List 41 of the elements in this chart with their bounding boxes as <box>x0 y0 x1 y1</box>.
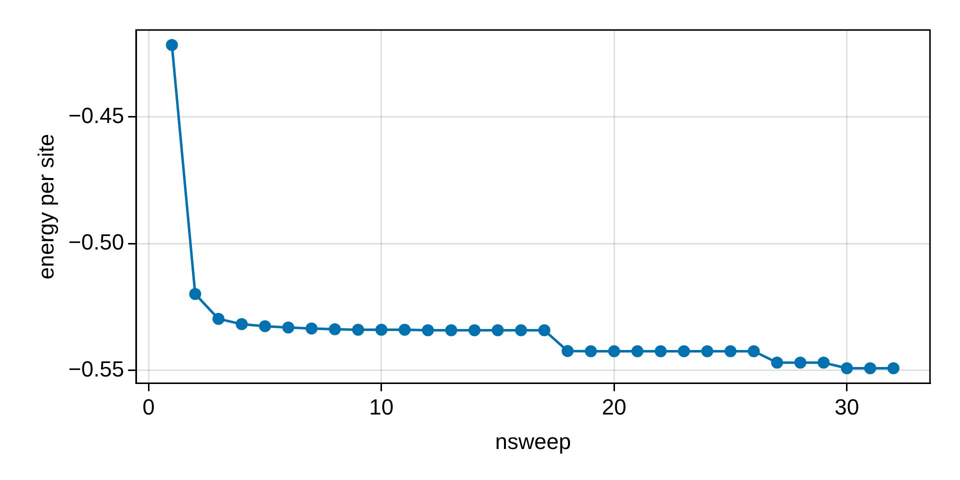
x-tick-label: 30 <box>834 394 860 420</box>
point <box>282 321 294 334</box>
x-tick-label: 10 <box>369 394 394 420</box>
point <box>678 345 690 358</box>
point <box>771 356 784 369</box>
point <box>306 322 318 334</box>
point <box>468 324 480 336</box>
point <box>748 345 760 358</box>
point <box>887 362 900 374</box>
y-tick-label: −0.45 <box>68 102 124 128</box>
point <box>259 320 272 332</box>
point <box>724 345 737 358</box>
y-tick-label: −0.50 <box>68 230 124 255</box>
point <box>584 345 597 358</box>
point <box>398 324 411 336</box>
y-tick-label: −0.55 <box>68 356 124 382</box>
x-tick-label: 20 <box>602 394 626 420</box>
point <box>818 356 830 369</box>
point <box>445 324 458 336</box>
point <box>236 318 248 330</box>
point <box>212 312 224 325</box>
point <box>422 324 434 336</box>
x-tick-label: 0 <box>142 394 155 420</box>
point <box>631 345 644 358</box>
point <box>794 356 806 369</box>
point <box>328 323 341 336</box>
y-axis-title: energy per site <box>33 134 58 280</box>
point <box>654 345 667 358</box>
point <box>701 345 714 358</box>
point <box>515 324 528 336</box>
point <box>864 362 876 374</box>
point <box>608 345 620 358</box>
point <box>189 288 202 300</box>
point <box>840 362 853 374</box>
point <box>166 38 178 51</box>
point <box>492 324 504 336</box>
point <box>352 324 364 336</box>
point <box>538 324 550 336</box>
point <box>375 324 388 336</box>
point <box>562 345 574 358</box>
x-axis-title: nsweep <box>495 428 571 454</box>
